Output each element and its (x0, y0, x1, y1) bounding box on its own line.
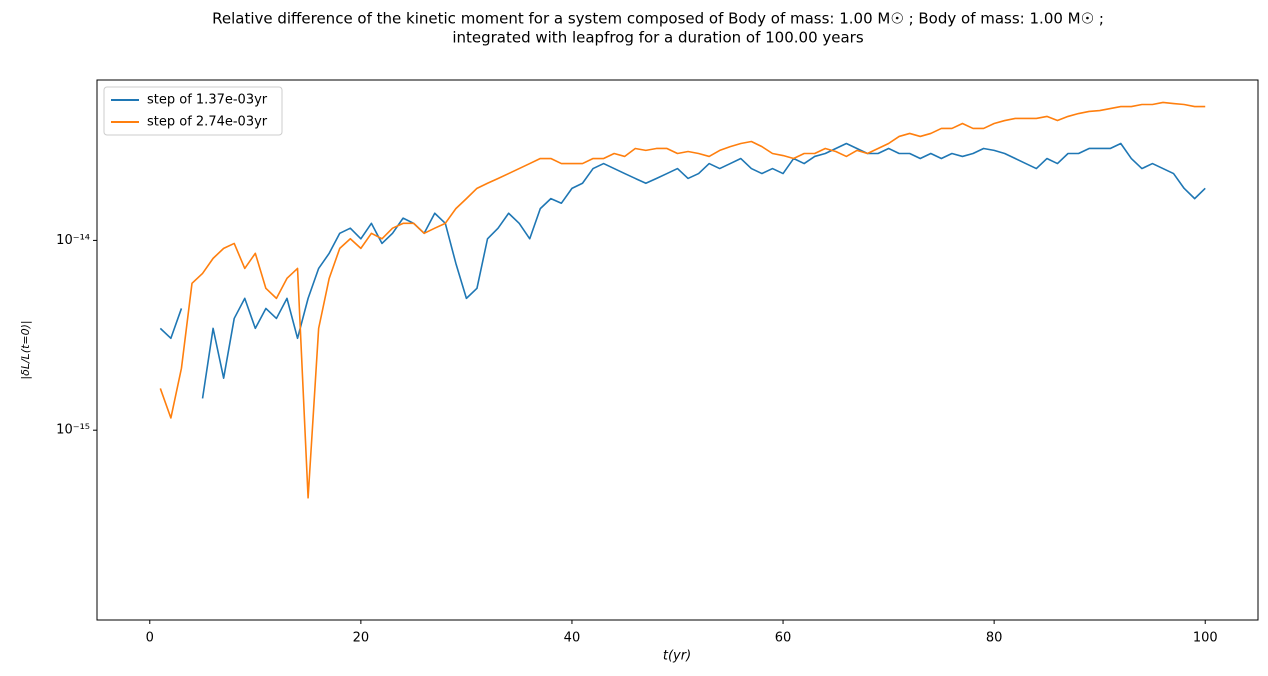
plot-frame (96, 79, 1259, 621)
legend-box (103, 86, 283, 136)
data-line (159, 142, 1206, 399)
x-tick-label: 40 (564, 631, 581, 646)
x-tick-label: 20 (353, 631, 370, 646)
x-axis-label: t(yr) (663, 649, 691, 664)
chart-title: Relative difference of the kinetic momen… (212, 10, 1104, 28)
x-tick-label: 60 (775, 631, 792, 646)
legend-label: step of 1.37e-03yr (147, 93, 268, 108)
x-tick-label: 0 (146, 631, 154, 646)
y-axis-label: |δL/L(t=0)| (19, 320, 32, 379)
x-tick-label: 80 (986, 631, 1003, 646)
legend-label: step of 2.74e-03yr (147, 115, 268, 130)
y-tick-label: 10⁻¹⁴ (56, 233, 90, 248)
data-line (159, 101, 1206, 499)
chart-title: integrated with leapfrog for a duration … (452, 29, 864, 47)
y-tick-label: 10⁻¹⁵ (56, 423, 90, 438)
x-tick-label: 100 (1193, 631, 1218, 646)
